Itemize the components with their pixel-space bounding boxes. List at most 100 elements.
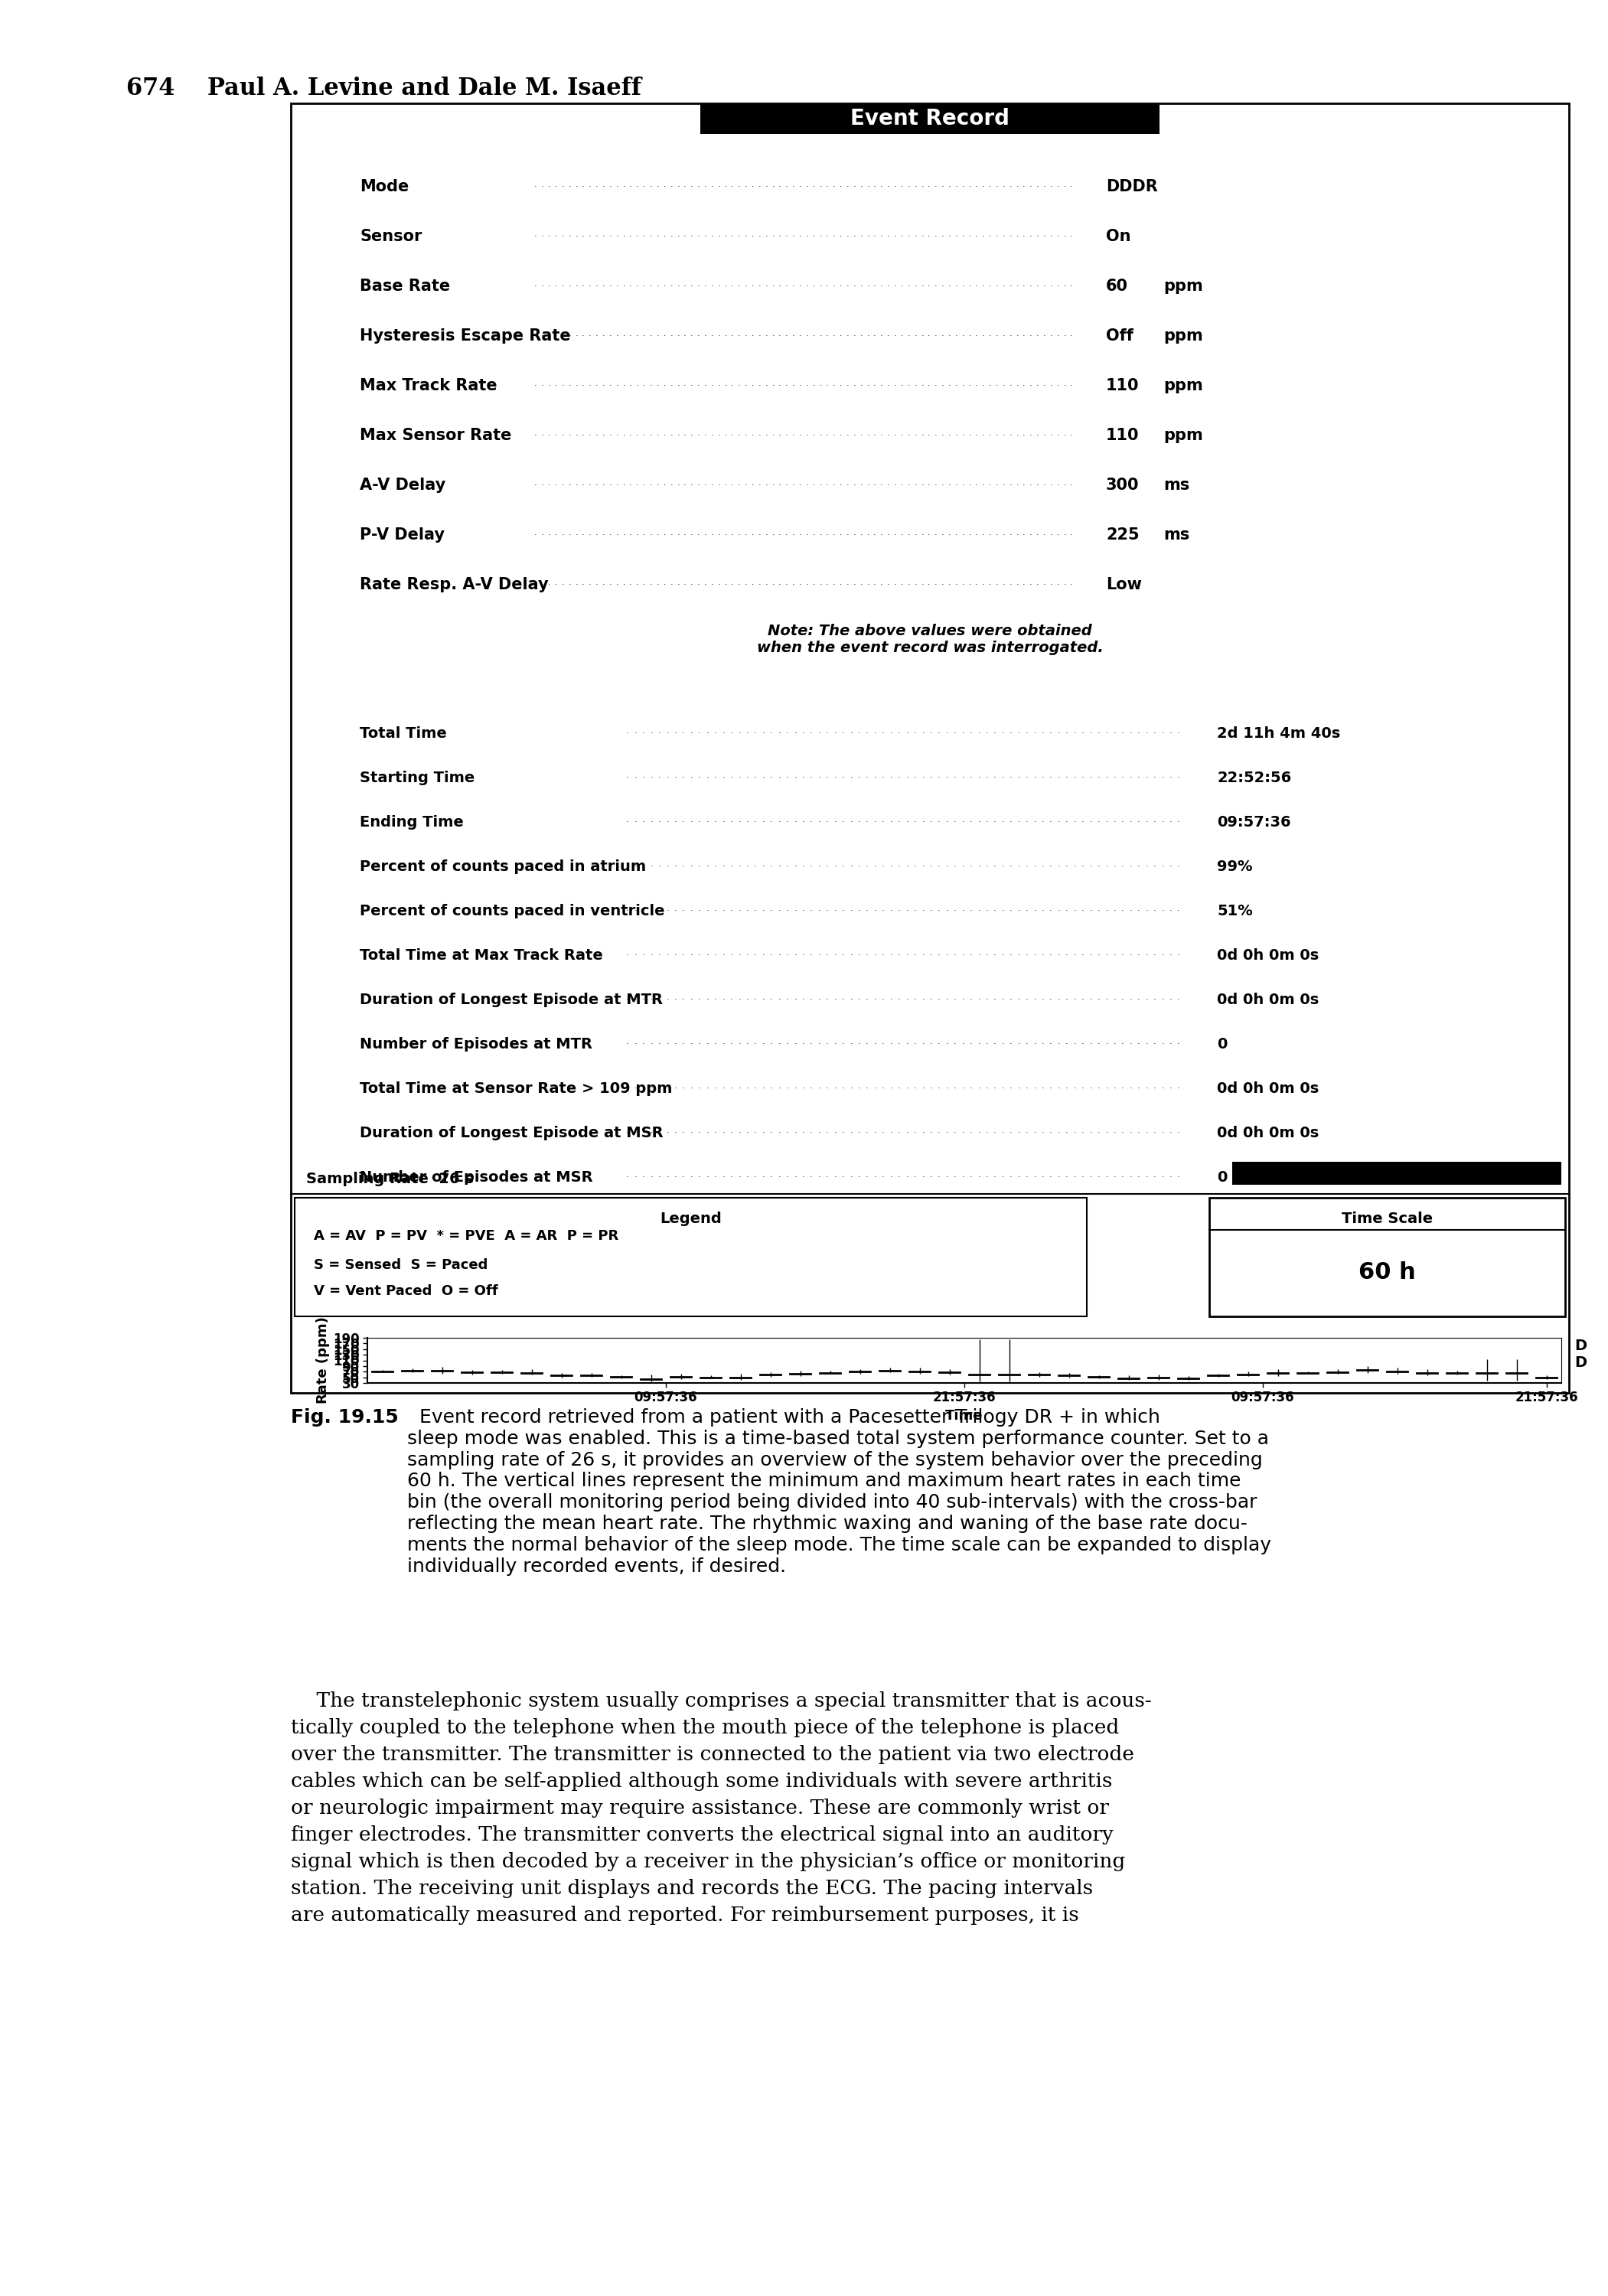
Text: ·: · [785,432,788,439]
Text: ·: · [970,996,973,1003]
Text: ·: · [1010,581,1011,588]
Text: ·: · [786,1130,788,1137]
Text: ·: · [955,184,958,191]
Text: ·: · [643,482,646,489]
Text: ·: · [746,730,749,737]
Text: ·: · [954,817,957,827]
Text: ·: · [888,232,889,241]
Text: ·: · [1010,482,1011,489]
Text: ·: · [561,482,564,489]
Text: ·: · [589,232,592,241]
Text: ·: · [770,907,773,914]
Text: ·: · [946,863,949,870]
Text: ·: · [986,774,989,781]
Text: ·: · [698,1084,701,1093]
Text: ·: · [873,333,876,340]
Text: ·: · [806,232,809,241]
Text: ·: · [802,1084,804,1093]
Text: ·: · [698,432,699,439]
Text: ·: · [1042,1040,1044,1047]
Text: ·: · [650,282,653,289]
Text: ·: · [770,730,773,737]
Text: ·: · [1066,774,1068,781]
Text: ·: · [1010,1084,1013,1093]
Text: ·: · [1026,1084,1028,1093]
Text: ·: · [1121,907,1124,914]
Text: ·: · [666,1084,669,1093]
Text: ·: · [1002,581,1005,588]
Text: ·: · [745,381,748,390]
Text: ·: · [995,432,999,439]
Text: ·: · [1082,996,1084,1003]
Text: ·: · [637,581,638,588]
Text: ·: · [1034,774,1036,781]
Text: ·: · [1137,1084,1140,1093]
Text: ·: · [881,996,884,1003]
Text: ·: · [921,907,925,914]
Text: ·: · [609,184,611,191]
Text: ·: · [978,1173,981,1180]
Text: ·: · [626,774,629,781]
Text: ·: · [806,333,809,340]
Text: ·: · [810,996,812,1003]
Text: Fig. 19.15: Fig. 19.15 [291,1407,399,1426]
Text: ·: · [746,951,749,960]
Text: ·: · [722,1130,725,1137]
Text: ·: · [1063,482,1066,489]
Text: ·: · [1044,581,1045,588]
Text: ·: · [867,184,870,191]
Text: ·: · [711,333,714,340]
Text: ·: · [934,381,937,390]
Text: ·: · [751,333,754,340]
Text: ·: · [704,232,706,241]
Text: ·: · [889,1084,892,1093]
Text: ·: · [989,432,992,439]
Text: ·: · [1177,996,1180,1003]
Text: ·: · [732,282,733,289]
Text: ·: · [1153,907,1156,914]
Text: ·: · [1105,907,1108,914]
Text: ·: · [921,432,923,439]
Text: ·: · [724,432,727,439]
Text: ·: · [839,184,843,191]
Text: ·: · [751,232,754,241]
Text: ·: · [1050,1084,1052,1093]
Text: ·: · [626,1084,629,1093]
Text: ·: · [785,530,788,540]
Text: ·: · [609,333,611,340]
Text: ·: · [706,730,709,737]
Text: ·: · [1097,1173,1100,1180]
Text: ·: · [778,774,781,781]
Text: ·: · [609,232,611,241]
Text: ·: · [548,184,550,191]
Text: ·: · [1161,863,1164,870]
Text: ·: · [548,333,550,340]
Text: ·: · [730,951,733,960]
Text: ·: · [1066,996,1068,1003]
Text: ms: ms [1163,478,1190,494]
Text: ·: · [794,863,796,870]
Text: ·: · [982,232,984,241]
Text: ·: · [601,232,605,241]
Text: ·: · [913,184,917,191]
Text: ·: · [949,482,950,489]
Text: ·: · [662,232,666,241]
Text: ·: · [643,184,646,191]
Text: ·: · [568,530,571,540]
Text: ·: · [818,817,820,827]
Text: ·: · [650,951,653,960]
Text: ·: · [732,432,733,439]
Text: ·: · [683,432,687,439]
Text: ·: · [929,817,933,827]
Text: ·: · [568,184,571,191]
Text: ·: · [897,863,900,870]
X-axis label: Time: Time [946,1410,982,1424]
Text: ·: · [880,581,883,588]
Text: ·: · [794,1040,796,1047]
Text: ·: · [1089,1040,1092,1047]
Text: ·: · [962,996,965,1003]
Text: ·: · [794,951,796,960]
Text: ·: · [542,282,544,289]
Text: ·: · [548,581,550,588]
Text: ·: · [921,863,925,870]
